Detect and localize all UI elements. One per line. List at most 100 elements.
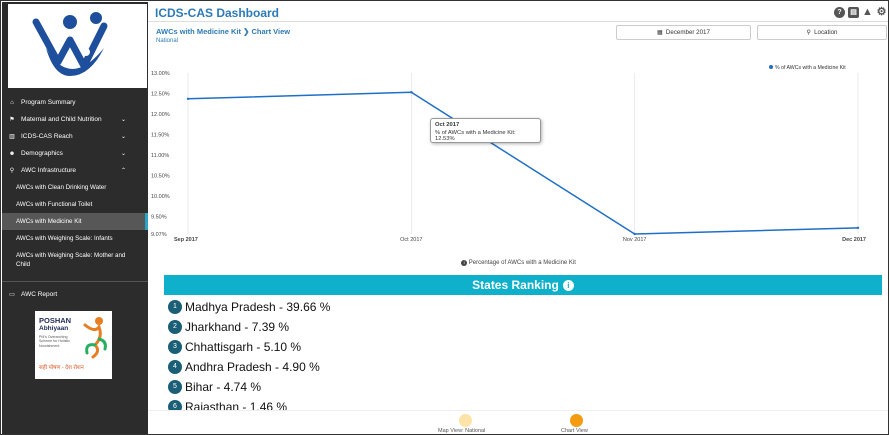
sidebar-subitem-label: AWCs with Clean Drinking Water [16,184,107,191]
sidebar-item-label: AWC Report [21,291,58,298]
breadcrumb-view: Chart View [251,27,291,36]
sidebar-item-label: ICDS-CAS Reach [21,133,73,140]
top-bar: ICDS-CAS Dashboard ? ▤ ▲ ⚙ [148,2,888,22]
ranking-row: 4 Andhra Pradesh - 4.90 % [168,357,868,377]
settings-icon[interactable]: ⚙ [876,6,887,18]
x-tick-label: Dec 2017 [842,237,866,243]
location-filter-label: Location [814,29,838,36]
poshan-subtitle: Abhiyaan [39,325,69,332]
sidebar-item-label: Demographics [21,150,63,157]
sidebar-subitem-weighing-scale-infants[interactable]: AWCs with Weighing Scale: Infants [2,230,148,247]
poshan-abhiyaan-logo: POSHAN Abhiyaan PM's Overarching Scheme … [35,311,112,379]
chart-view-button[interactable] [570,414,583,427]
sidebar-item-awc-infrastructure[interactable]: ⚲ AWC Infrastructure ⌃ [2,162,148,179]
location-level: National [156,38,179,44]
date-filter-button[interactable]: ▦ December 2017 [616,25,751,40]
x-tick-label: Oct 2017 [400,237,422,243]
breadcrumb-section[interactable]: AWCs with Medicine Kit [156,27,242,36]
sidebar: ⌂ Program Summary ⚑ Maternal and Child N… [2,2,148,434]
sidebar-subitem-weighing-scale-mother-child[interactable]: AWCs with Weighing Scale: Mother and Chi… [2,247,148,273]
rank-badge: 3 [168,340,182,354]
poshan-figure-icon [83,317,107,359]
ranking-row: 2 Jharkhand - 7.39 % [168,317,868,337]
sidebar-item-label: AWC Infrastructure [21,167,77,174]
sidebar-subitem-functional-toilet[interactable]: AWCs with Functional Toilet [2,196,148,213]
breadcrumb: AWCs with Medicine Kit ❯ Chart View [156,27,290,36]
location-filter-button[interactable]: ⚲ Location [757,25,887,40]
sidebar-subitem-medicine-kit[interactable]: AWCs with Medicine Kit [2,213,148,230]
map-marker-icon: ⚲ [806,29,812,36]
rank-text: Jharkhand - 7.39 % [185,320,290,334]
legend-marker [769,65,773,69]
sidebar-item-maternal-child-nutrition[interactable]: ⚑ Maternal and Child Nutrition ⌄ [2,111,148,128]
map-pin-icon: ⚲ [9,168,15,174]
y-tick-label: 11.50% [151,132,169,138]
help-icon[interactable]: ? [834,7,845,18]
chevron-down-icon: ⌄ [120,151,126,157]
chevron-right-icon: ❯ [243,27,252,36]
x-tick-label: Sep 2017 [174,237,198,243]
sidebar-subitem-label: AWCs with Medicine Kit [16,218,82,225]
chevron-down-icon: ⌄ [120,117,126,123]
chart-tooltip: Oct 2017 % of AWCs with a Medicine Kit: … [430,118,541,143]
rank-badge: 5 [168,380,182,394]
map-view-label: Map View: National [438,428,486,434]
ranking-row: 6 Rajasthan - 1.46 % [168,397,868,410]
ranking-row: 5 Bihar - 4.74 % [168,377,868,397]
users-icon: ☻ [8,150,16,157]
rank-badge: 6 [168,400,182,410]
sidebar-item-awc-report[interactable]: ▭ AWC Report [2,286,148,303]
y-tick-label: 11.00% [151,153,169,159]
app-title: ICDS-CAS Dashboard [155,6,280,20]
y-tick-label: 10.00% [151,194,170,200]
family-logo-icon [32,12,108,76]
series-line [187,91,859,235]
calendar-icon: ▦ [657,29,663,36]
sidebar-item-icds-cas-reach[interactable]: ▥ ICDS-CAS Reach ⌄ [2,128,148,145]
x-tick-label: Nov 2017 [623,237,647,243]
ranking-row: 3 Chhattisgarh - 5.10 % [168,337,868,357]
y-tick-label: 9.07% [151,232,167,238]
main-content: ICDS-CAS Dashboard ? ▤ ▲ ⚙ AWCs with Med… [148,2,888,434]
sidebar-nav: ⌂ Program Summary ⚑ Maternal and Child N… [2,94,148,303]
states-ranking-header: States Ranking i [164,275,882,295]
data-point [633,232,636,236]
states-ranking-list: 1 Madhya Pradesh - 39.66 % 2 Jharkhand -… [168,297,868,410]
chevron-up-icon: ⌃ [120,168,126,174]
y-tick-label: 10.50% [151,173,170,179]
sidebar-item-label: Program Summary [21,99,76,106]
data-point [410,91,413,94]
rank-badge: 1 [168,300,182,314]
sidebar-item-program-summary[interactable]: ⌂ Program Summary [2,94,148,111]
rank-text: Bihar - 4.74 % [185,380,262,394]
y-tick-label: 12.00% [151,112,170,118]
icds-logo [8,4,147,88]
rank-text: Rajasthan - 1.46 % [185,400,288,410]
y-tick-label: 9.50% [151,214,167,220]
home-icon: ⌂ [10,99,14,106]
warning-icon[interactable]: ▲ [862,6,873,18]
y-tick-label: 13.00% [151,71,170,77]
chevron-down-icon: ⌄ [120,134,126,140]
rank-badge: 4 [168,360,182,374]
chart-view-label: Chart View [561,428,588,434]
map-view-button[interactable] [459,414,472,427]
sidebar-item-demographics[interactable]: ☻ Demographics ⌄ [2,145,148,162]
chart-caption: i Percentage of AWCs with a Medicine Kit [148,260,888,266]
info-icon[interactable]: i [562,279,574,291]
rank-text: Madhya Pradesh - 39.66 % [185,300,331,314]
states-ranking-title: States Ranking [472,278,559,292]
report-icon: ▭ [9,292,15,298]
print-icon[interactable]: ▤ [848,7,859,18]
flag-icon: ⚑ [9,117,15,123]
sidebar-subitem-label: AWCs with Functional Toilet [16,201,93,208]
tooltip-text: % of AWCs with a Medicine Kit: 12.53% [435,130,516,142]
date-filter-label: December 2017 [665,29,710,36]
rank-text: Chhattisgarh - 5.10 % [185,340,302,354]
sidebar-subitem-clean-drinking-water[interactable]: AWCs with Clean Drinking Water [2,179,148,196]
sidebar-subitem-label: AWCs with Weighing Scale: Infants [16,235,113,242]
sidebar-item-label: Maternal and Child Nutrition [21,116,102,123]
poshan-title: POSHAN [39,316,72,325]
rank-text: Andhra Pradesh - 4.90 % [185,360,320,374]
